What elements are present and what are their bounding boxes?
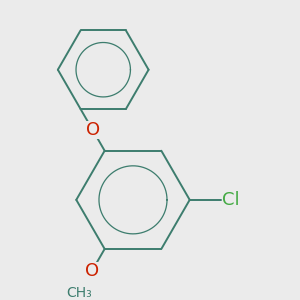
Text: Cl: Cl	[222, 191, 240, 209]
Text: CH₃: CH₃	[66, 286, 92, 300]
Text: O: O	[85, 121, 100, 139]
Text: O: O	[85, 262, 99, 280]
